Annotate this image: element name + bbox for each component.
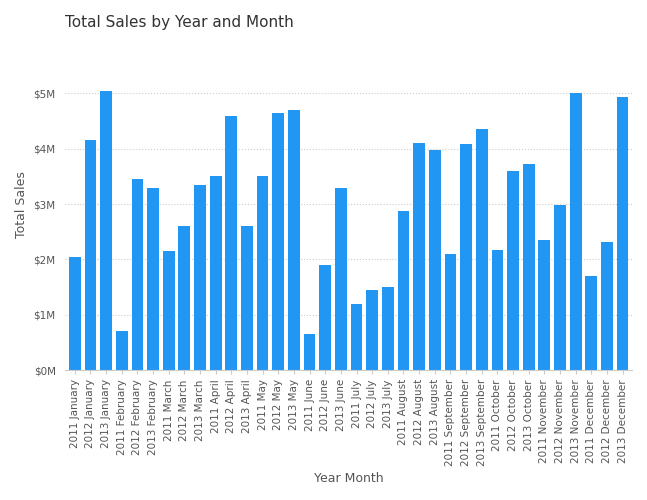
Bar [601,242,613,370]
Bar [366,290,378,370]
Bar [554,205,566,370]
Bar [69,256,81,370]
Bar [382,287,394,370]
Y-axis label: Total Sales: Total Sales [15,170,28,237]
Bar [523,164,534,370]
Bar [507,171,519,370]
Bar [413,144,425,370]
Bar [460,144,472,370]
Bar [163,251,175,370]
Bar [429,150,441,370]
Bar [131,179,143,370]
Bar [288,110,300,370]
Bar [257,176,269,370]
Bar [538,240,550,370]
X-axis label: Year Month: Year Month [314,472,384,485]
Text: Total Sales by Year and Month: Total Sales by Year and Month [65,15,294,30]
Bar [225,116,237,370]
Bar [241,226,253,370]
Bar [444,254,456,370]
Bar [492,250,503,370]
Bar [116,332,127,370]
Bar [476,130,488,370]
Bar [85,140,96,370]
Bar [398,211,410,370]
Bar [586,276,597,370]
Bar [351,304,362,370]
Bar [335,188,347,370]
Bar [320,265,331,370]
Bar [210,176,221,370]
Bar [179,226,190,370]
Bar [617,97,628,370]
Bar [570,94,582,370]
Bar [194,185,206,370]
Bar [147,188,159,370]
Bar [303,334,316,370]
Bar [100,90,112,370]
Bar [272,113,284,370]
